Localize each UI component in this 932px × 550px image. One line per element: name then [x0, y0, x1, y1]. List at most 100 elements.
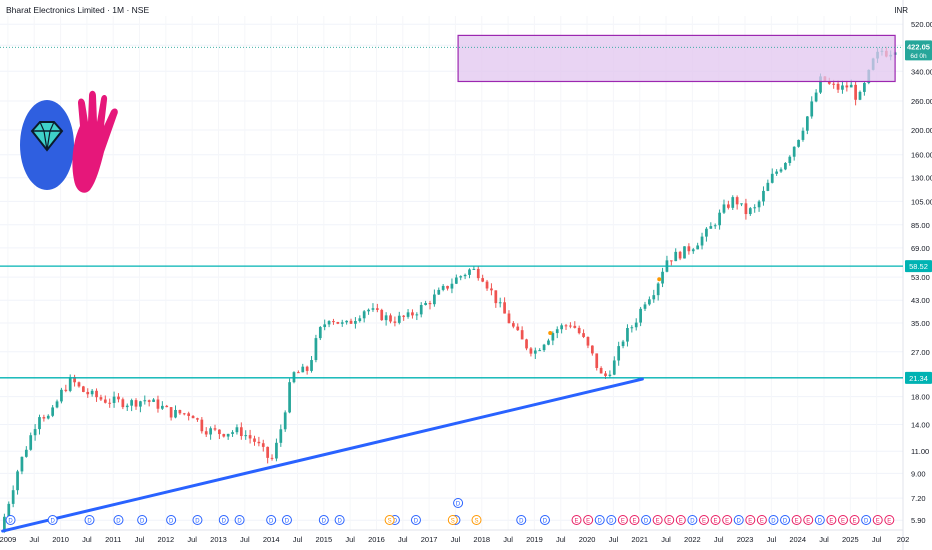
x-tick-label: Jul [503, 535, 513, 544]
candle-down [595, 353, 599, 368]
event-marker-letter: D [644, 519, 649, 525]
candle-down [95, 390, 98, 398]
candle-up [621, 341, 625, 347]
candle-down [832, 83, 836, 85]
candle-down [411, 312, 414, 316]
candle-up [450, 283, 454, 289]
candle-up [814, 92, 818, 102]
candle-up [779, 169, 783, 172]
earnings-marker [872, 515, 883, 525]
event-marker-letter: E [853, 519, 857, 525]
event-marker-letter: D [543, 519, 548, 525]
y-tick-label: 260.00 [911, 97, 932, 106]
candle-down [253, 438, 256, 442]
x-tick-label: Jul [135, 535, 145, 544]
candle-down [213, 428, 217, 430]
y-tick-label: 85.00 [911, 221, 930, 230]
dividend-marker [539, 515, 550, 525]
candle-up [288, 382, 291, 413]
event-marker-letter: D [598, 519, 603, 525]
candle-down [402, 315, 406, 317]
event-marker-letter: E [575, 519, 579, 525]
dividend-marker [234, 515, 245, 525]
y-tick-label: 7.20 [911, 494, 926, 503]
candle-down [389, 315, 392, 322]
split-marker [447, 515, 458, 525]
x-tick-label: 2022 [684, 535, 701, 544]
candle-up [301, 366, 305, 373]
dividend-marker [780, 515, 791, 525]
candle-up [626, 328, 629, 342]
candle-up [20, 456, 24, 472]
candle-up [406, 312, 410, 317]
candle-up [340, 322, 344, 324]
dividend-marker [192, 515, 203, 525]
candle-up [160, 405, 164, 409]
x-tick-label: Jul [82, 535, 92, 544]
dividend-marker [687, 515, 698, 525]
candle-up [468, 269, 471, 275]
candle-down [134, 400, 138, 407]
candle-up [792, 146, 796, 157]
dividend-marker [266, 515, 277, 525]
candle-down [481, 278, 485, 282]
x-tick-label: 2014 [263, 535, 280, 544]
level-tag-upper-bg [905, 260, 932, 273]
candle-down [305, 366, 309, 371]
event-marker-letter: D [140, 519, 145, 525]
candle-down [827, 81, 831, 84]
candle-up [696, 245, 700, 250]
candle-down [582, 333, 585, 337]
candle-down [590, 345, 594, 354]
candle-down [178, 409, 182, 414]
candle-down [73, 377, 76, 383]
logo [20, 90, 118, 193]
earnings-marker [710, 515, 721, 525]
candle-down [485, 281, 489, 289]
candle-down [349, 320, 353, 324]
dividend-marker [281, 515, 292, 525]
event-marker-letter: E [621, 519, 625, 525]
diamond-shape [30, 121, 64, 152]
event-marker-letter: E [679, 519, 683, 525]
candle-up [630, 327, 634, 329]
candle-up [3, 516, 6, 533]
earnings-marker [629, 515, 640, 525]
candle-up [674, 251, 678, 262]
candle-down [99, 397, 103, 400]
earnings-marker [698, 515, 709, 525]
candle-down [200, 419, 204, 432]
candle-down [187, 413, 191, 416]
candle-up [345, 320, 348, 323]
event-marker-letter: E [725, 519, 729, 525]
x-tick-label: 2023 [737, 535, 754, 544]
supply-zone-box [457, 34, 896, 83]
candle-up [90, 390, 94, 395]
event-marker-letter: D [50, 519, 55, 525]
candle-up [51, 407, 55, 416]
y-tick-label: 9.00 [911, 469, 926, 478]
dividend-marker [641, 515, 652, 525]
candle-down [182, 413, 186, 415]
event-marker-letter: D [285, 519, 290, 525]
dividend-marker [516, 515, 527, 525]
x-tick-label: Jul [556, 535, 566, 544]
event-marker-letter: D [116, 519, 121, 525]
event-marker-letter: D [818, 519, 823, 525]
candle-up [130, 400, 133, 406]
candle-down [191, 415, 195, 419]
earnings-marker [571, 515, 582, 525]
event-marker-letter: S [451, 519, 455, 525]
x-tick-label: Jul [872, 535, 882, 544]
candle-down [218, 429, 221, 435]
candle-up [125, 405, 129, 408]
candle-up [762, 190, 765, 202]
event-marker-letter: D [322, 519, 327, 525]
dividend-marker [733, 515, 744, 525]
candle-down [82, 386, 85, 392]
candle-down [687, 246, 691, 252]
event-marker-letter: D [237, 519, 242, 525]
candle-up [231, 432, 234, 434]
y-tick-label: 160.00 [911, 151, 932, 160]
